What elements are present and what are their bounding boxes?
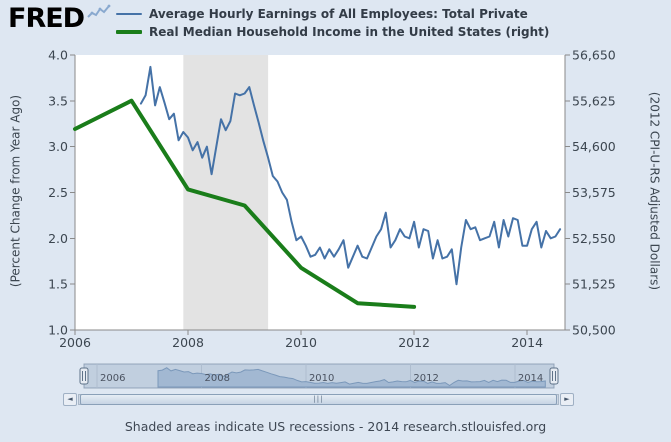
blue-line-sample-icon: [116, 13, 142, 15]
navigator-left-handle[interactable]: [79, 367, 89, 385]
scroll-right-button[interactable]: ►: [560, 393, 574, 406]
date-range-scrollbar: ◄ ||| ►: [0, 393, 671, 407]
series-line-hourly-earnings: [139, 65, 562, 286]
left-axis-title: (Percent Change from Year Ago): [8, 94, 23, 288]
left-tick-label: 3.0: [48, 139, 68, 154]
right-tick-label: 54,600: [572, 139, 616, 154]
right-tick-label: 55,625: [572, 93, 616, 108]
navigator-year-label: 2008: [205, 373, 230, 384]
x-tick-label: 2012: [398, 335, 430, 350]
navigator-year-label: 2010: [309, 373, 334, 384]
green-line-sample-icon: [116, 30, 142, 34]
left-tick-label: 3.5: [48, 93, 68, 108]
right-axis-title: (2012 CPI-U-RS Adjusted Dollars): [647, 91, 662, 291]
x-tick-label: 2008: [172, 335, 204, 350]
fred-logo-text: FRED: [8, 3, 85, 34]
right-tick-label: 53,575: [572, 185, 616, 200]
left-tick-label: 2.5: [48, 185, 68, 200]
left-tick-label: 1.0: [48, 323, 68, 338]
left-tick-label: 2.0: [48, 231, 68, 246]
right-tick-label: 51,525: [572, 277, 616, 292]
x-tick-label: 2010: [285, 335, 317, 350]
navigator-year-label: 2006: [100, 373, 125, 384]
navigator-year-label: 2012: [413, 373, 438, 384]
fred-logo-sparkline-icon: [87, 4, 111, 18]
fred-logo: FRED: [8, 4, 111, 34]
right-tick-label: 50,500: [572, 323, 616, 338]
right-tick-label: 56,650: [572, 48, 616, 63]
footer-note: Shaded areas indicate US recessions - 20…: [124, 419, 547, 434]
legend-item-hourly-earnings[interactable]: Average Hourly Earnings of All Employees…: [116, 5, 549, 23]
legend-label: Real Median Household Income in the Unit…: [149, 25, 550, 39]
scrollbar-grip-icon: |||: [313, 395, 324, 403]
plot-area: [75, 55, 565, 330]
legend-label: Average Hourly Earnings of All Employees…: [149, 7, 528, 21]
navigator-selected-region[interactable]: [84, 364, 554, 388]
legend-item-median-income[interactable]: Real Median Household Income in the Unit…: [116, 23, 549, 41]
left-tick-label: 1.5: [48, 277, 68, 292]
left-tick-label: 4.0: [48, 48, 68, 63]
legend: Average Hourly Earnings of All Employees…: [116, 5, 549, 41]
right-tick-label: 52,550: [572, 231, 616, 246]
scrollbar-thumb[interactable]: |||: [80, 394, 557, 405]
navigator-mini-area: [157, 367, 546, 388]
x-tick-label: 2006: [59, 335, 91, 350]
scroll-left-icon: ◄: [67, 395, 73, 403]
series-line-median-income: [73, 98, 417, 309]
scroll-left-button[interactable]: ◄: [63, 393, 77, 406]
scroll-right-icon: ►: [564, 395, 570, 403]
navigator-right-handle[interactable]: [549, 367, 559, 385]
navigator-year-label: 2014: [518, 373, 543, 384]
x-tick-label: 2014: [511, 335, 543, 350]
